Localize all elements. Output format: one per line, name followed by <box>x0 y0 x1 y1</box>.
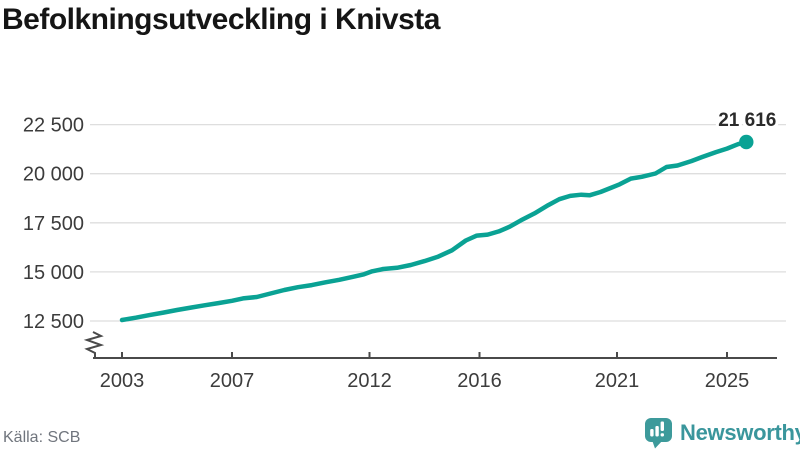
x-tick-label: 2012 <box>347 370 392 392</box>
x-tick-label: 2003 <box>100 370 145 392</box>
y-tick-label: 20 000 <box>23 164 84 186</box>
end-point-marker <box>739 134 754 150</box>
x-tick-label: 2025 <box>705 370 750 392</box>
y-tick-label: 15 000 <box>23 262 84 284</box>
x-tick-label: 2021 <box>595 370 640 392</box>
y-axis-break-icon <box>83 331 105 359</box>
source-note: Källa: SCB <box>3 429 81 446</box>
end-value-label: 21 616 <box>718 110 776 131</box>
x-tick-label: 2016 <box>457 370 502 392</box>
newsworthy-chart-bubble-icon <box>645 418 672 449</box>
y-tick-label: 22 500 <box>23 115 84 137</box>
y-tick-label: 12 500 <box>23 311 84 333</box>
population-line <box>119 139 749 323</box>
y-tick-label: 17 500 <box>23 213 84 235</box>
newsworthy-wordmark: Newsworthy <box>680 420 800 445</box>
x-tick-label: 2007 <box>210 370 255 392</box>
chart-title: Befolkningsutveckling i Knivsta <box>2 3 440 36</box>
newsworthy-logo: Newsworthy <box>644 417 800 449</box>
